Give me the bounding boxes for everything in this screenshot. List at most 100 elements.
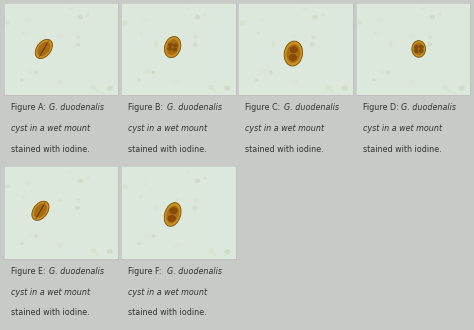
Text: G. duodenalis: G. duodenalis: [49, 267, 104, 276]
Circle shape: [152, 71, 155, 74]
Circle shape: [144, 182, 147, 185]
Text: stained with iodine.: stained with iodine.: [128, 145, 207, 153]
Circle shape: [261, 18, 264, 21]
Circle shape: [255, 79, 257, 81]
Circle shape: [108, 86, 112, 90]
Circle shape: [310, 43, 314, 46]
Circle shape: [193, 43, 197, 46]
Circle shape: [96, 253, 99, 256]
Ellipse shape: [412, 41, 426, 57]
Circle shape: [59, 199, 61, 201]
Ellipse shape: [32, 201, 49, 220]
Text: stained with iodine.: stained with iodine.: [245, 145, 324, 153]
Circle shape: [257, 32, 259, 34]
Text: cyst in a wet mount: cyst in a wet mount: [363, 124, 442, 133]
Text: Figure F:: Figure F:: [128, 267, 164, 276]
Circle shape: [37, 42, 40, 45]
Circle shape: [225, 250, 229, 253]
Ellipse shape: [413, 43, 424, 55]
Ellipse shape: [164, 37, 181, 58]
Circle shape: [196, 179, 200, 182]
Circle shape: [389, 45, 392, 47]
Circle shape: [387, 71, 390, 74]
Circle shape: [37, 206, 40, 209]
Circle shape: [26, 18, 30, 21]
Circle shape: [176, 199, 178, 201]
Circle shape: [292, 80, 297, 84]
Circle shape: [269, 71, 272, 74]
Circle shape: [194, 35, 197, 38]
Text: Figure A:: Figure A:: [10, 103, 48, 113]
Circle shape: [196, 16, 200, 19]
Text: Figure B:: Figure B:: [128, 103, 165, 113]
Circle shape: [311, 35, 315, 38]
Text: stained with iodine.: stained with iodine.: [10, 308, 89, 317]
Ellipse shape: [164, 203, 181, 226]
Circle shape: [420, 8, 423, 10]
Circle shape: [389, 42, 392, 45]
Text: stained with iodine.: stained with iodine.: [10, 145, 89, 153]
Text: Figure E:: Figure E:: [10, 267, 48, 276]
Circle shape: [225, 86, 229, 90]
Circle shape: [186, 171, 189, 173]
Text: G. duodenalis: G. duodenalis: [49, 103, 104, 113]
Ellipse shape: [414, 45, 418, 49]
Circle shape: [78, 16, 82, 19]
Circle shape: [342, 86, 347, 90]
Ellipse shape: [37, 42, 50, 56]
Circle shape: [155, 209, 157, 211]
Text: G. duodenalis: G. duodenalis: [401, 103, 456, 113]
Ellipse shape: [414, 50, 418, 52]
Circle shape: [87, 14, 89, 16]
Circle shape: [76, 43, 80, 46]
Circle shape: [175, 244, 180, 248]
Circle shape: [76, 35, 80, 38]
Text: stained with iodine.: stained with iodine.: [363, 145, 441, 153]
Text: G. duodenalis: G. duodenalis: [167, 103, 222, 113]
Circle shape: [410, 80, 415, 84]
Text: cyst in a wet mount: cyst in a wet mount: [128, 124, 207, 133]
Circle shape: [138, 243, 140, 245]
Circle shape: [22, 32, 25, 34]
Circle shape: [146, 70, 150, 73]
Circle shape: [443, 85, 448, 89]
Circle shape: [155, 206, 158, 209]
Circle shape: [374, 32, 377, 34]
Ellipse shape: [289, 54, 297, 60]
Circle shape: [209, 85, 213, 89]
Text: Figure D:: Figure D:: [363, 103, 401, 113]
Circle shape: [108, 250, 112, 253]
Circle shape: [69, 171, 71, 173]
Circle shape: [155, 45, 157, 47]
Text: cyst in a wet mount: cyst in a wet mount: [245, 124, 324, 133]
Circle shape: [321, 14, 324, 16]
Text: cyst in a wet mount: cyst in a wet mount: [10, 124, 90, 133]
Ellipse shape: [173, 48, 177, 51]
Ellipse shape: [286, 44, 301, 63]
Circle shape: [213, 89, 216, 92]
Ellipse shape: [419, 50, 423, 52]
Circle shape: [209, 249, 213, 253]
Text: cyst in a wet mount: cyst in a wet mount: [128, 288, 207, 297]
Circle shape: [194, 199, 197, 202]
Ellipse shape: [173, 44, 178, 47]
Circle shape: [35, 71, 37, 74]
Circle shape: [28, 70, 32, 73]
Circle shape: [380, 70, 384, 73]
Circle shape: [193, 207, 197, 210]
Circle shape: [428, 43, 432, 46]
Circle shape: [59, 36, 61, 37]
Circle shape: [26, 182, 30, 185]
Circle shape: [58, 80, 63, 84]
Circle shape: [410, 36, 413, 37]
Circle shape: [140, 196, 142, 198]
Circle shape: [78, 179, 82, 182]
Text: G. duodenalis: G. duodenalis: [167, 267, 222, 276]
Ellipse shape: [168, 47, 172, 50]
Text: stained with iodine.: stained with iodine.: [128, 308, 207, 317]
Circle shape: [438, 14, 441, 16]
Circle shape: [272, 42, 275, 45]
Circle shape: [175, 80, 180, 84]
Circle shape: [91, 249, 96, 253]
Ellipse shape: [168, 215, 175, 221]
